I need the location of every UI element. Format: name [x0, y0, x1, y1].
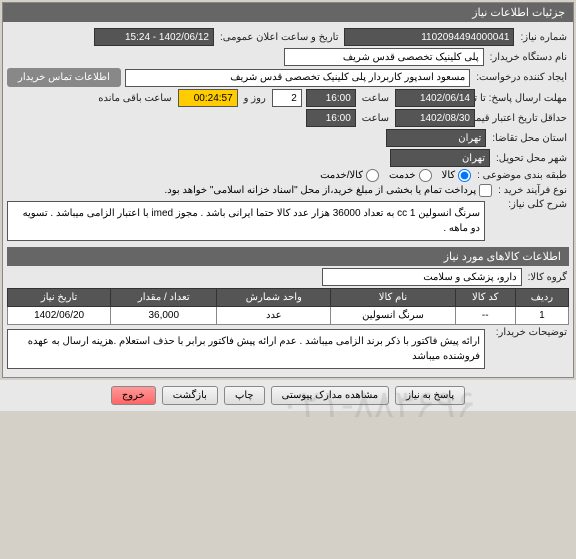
attach-button[interactable]: مشاهده مدارک پیوستی — [271, 386, 390, 405]
requester-field: مسعود اسدپور کاربردار پلی کلینیک تخصصی ق… — [125, 69, 470, 87]
service-radio-label: خدمت — [389, 170, 416, 181]
button-row: پاسخ به نیاز مشاهده مدارک پیوستی چاپ باز… — [0, 380, 576, 411]
th-date: تاریخ نیاز — [8, 289, 111, 307]
td-name: سرنگ انسولین — [331, 307, 455, 325]
td-code: -- — [455, 307, 515, 325]
classification-label: طبقه بندی موضوعی : — [475, 170, 569, 181]
print-button[interactable]: چاپ — [224, 386, 265, 405]
th-unit: واحد شمارش — [217, 289, 331, 307]
need-number-field: 1102094494000041 — [344, 28, 514, 46]
buyer-device-field: پلی کلینیک تخصصی قدس شریف — [284, 48, 484, 66]
contact-button[interactable]: اطلاعات تماس خریدار — [7, 68, 121, 87]
delivery-city-field: تهران — [390, 149, 490, 167]
exit-button[interactable]: خروج — [111, 386, 156, 405]
response-date-field: 1402/06/14 — [395, 89, 475, 107]
goods-service-radio-label: کالا/خدمت — [320, 170, 363, 181]
response-deadline-label: مهلت ارسال پاسخ: تا تاریخ: — [479, 93, 569, 104]
goods-radio-item[interactable]: کالا — [442, 169, 472, 182]
goods-table: ردیف کد کالا نام کالا واحد شمارش تعداد /… — [7, 288, 569, 325]
service-radio-item[interactable]: خدمت — [389, 169, 432, 182]
pay-note-item[interactable]: پرداخت تمام یا بخشی از مبلغ خرید،از محل … — [165, 184, 493, 197]
td-qty: 36,000 — [111, 307, 217, 325]
goods-section-header: اطلاعات کالاهای مورد نیاز — [7, 247, 569, 266]
th-row: ردیف — [515, 289, 568, 307]
buyer-notes-label: توضیحات خریدار: — [489, 327, 569, 338]
goods-group-field: دارو، پزشکی و سلامت — [322, 268, 522, 286]
main-panel: جزئیات اطلاعات نیاز شماره نیاز: 11020944… — [2, 2, 574, 378]
days-field: 2 — [272, 89, 302, 107]
table-header-row: ردیف کد کالا نام کالا واحد شمارش تعداد /… — [8, 289, 569, 307]
pay-note-label: پرداخت تمام یا بخشی از مبلغ خرید،از محل … — [165, 185, 477, 196]
back-button[interactable]: بازگشت — [162, 386, 218, 405]
request-province-field: تهران — [386, 129, 486, 147]
day-label: روز و — [242, 93, 268, 104]
th-qty: تعداد / مقدار — [111, 289, 217, 307]
remain-label: ساعت باقی مانده — [96, 93, 173, 104]
validity-date-field: 1402/08/30 — [395, 109, 475, 127]
td-unit: عدد — [217, 307, 331, 325]
delivery-city-label: شهر محل تحویل: — [494, 153, 569, 164]
announce-date-field: 1402/06/12 - 15:24 — [94, 28, 214, 46]
response-time-field: 16:00 — [306, 89, 356, 107]
goods-service-radio-item[interactable]: کالا/خدمت — [320, 169, 379, 182]
buy-process-label: نوع فرآیند خرید : — [496, 185, 569, 196]
respond-button[interactable]: پاسخ به نیاز — [395, 386, 465, 405]
request-province-label: استان محل تقاضا: — [490, 133, 569, 144]
td-date: 1402/06/20 — [8, 307, 111, 325]
validity-label: حداقل تاریخ اعتبار قیمت: تا تاریخ: — [479, 113, 569, 124]
announce-label: تاریخ و ساعت اعلان عمومی: — [218, 32, 341, 43]
th-code: کد کالا — [455, 289, 515, 307]
pay-checkbox[interactable] — [479, 184, 492, 197]
classification-radios: کالا خدمت کالا/خدمت — [320, 169, 471, 182]
general-desc-box: سرنگ انسولین cc 1 به تعداد 36000 هزار عد… — [7, 201, 485, 241]
buyer-notes-box: ارائه پیش فاکتور با ذکر برند الزامی میبا… — [7, 329, 485, 369]
panel-title: جزئیات اطلاعات نیاز — [3, 3, 573, 22]
general-desc-label: شرح کلی نیاز: — [489, 199, 569, 210]
goods-radio-label: کالا — [442, 170, 456, 181]
need-number-label: شماره نیاز: — [518, 32, 569, 43]
validity-time-field: 16:00 — [306, 109, 356, 127]
td-row: 1 — [515, 307, 568, 325]
th-name: نام کالا — [331, 289, 455, 307]
goods-radio[interactable] — [458, 169, 471, 182]
requester-label: ایجاد کننده درخواست: — [474, 72, 569, 83]
table-row: 1 -- سرنگ انسولین عدد 36,000 1402/06/20 — [8, 307, 569, 325]
remain-time-field: 00:24:57 — [178, 89, 238, 107]
panel-body: شماره نیاز: 1102094494000041 تاریخ و ساع… — [3, 22, 573, 377]
time-label-1: ساعت — [360, 93, 391, 104]
service-radio[interactable] — [419, 169, 432, 182]
goods-service-radio[interactable] — [366, 169, 379, 182]
goods-group-label: گروه کالا: — [526, 272, 569, 283]
time-label-2: ساعت — [360, 113, 391, 124]
buyer-device-label: نام دستگاه خریدار: — [488, 52, 569, 63]
